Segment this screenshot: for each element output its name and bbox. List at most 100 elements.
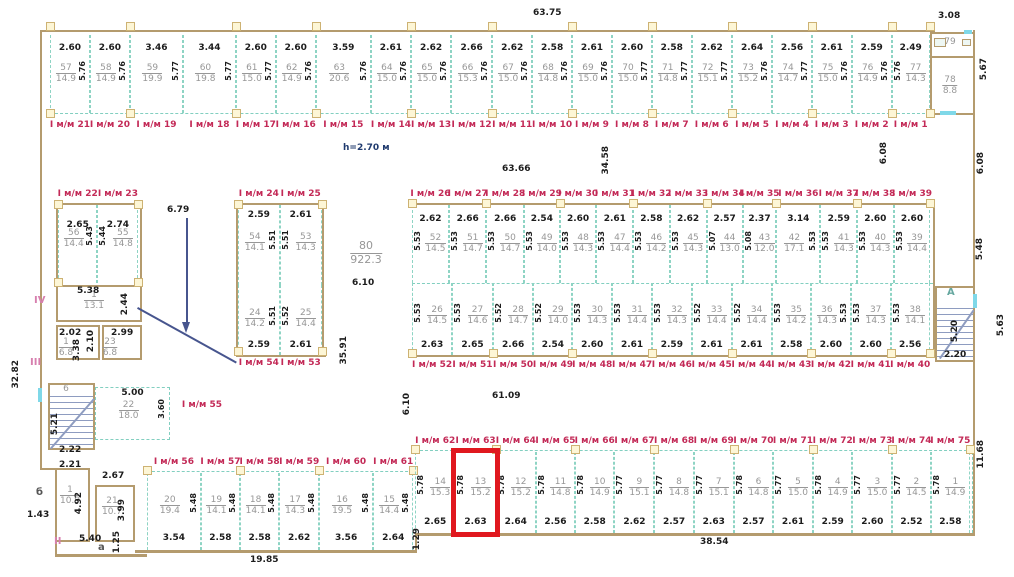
- parking-stall-56[interactable]: [147, 473, 201, 550]
- parking-stall-35[interactable]: [742, 205, 777, 283]
- parking-stall-75[interactable]: [930, 452, 971, 533]
- parking-stall-15[interactable]: [315, 35, 371, 113]
- parking-stall-13[interactable]: [410, 35, 452, 113]
- parking-stall-66[interactable]: [575, 452, 615, 533]
- parking-stall-33[interactable]: [669, 205, 707, 283]
- parking-stall-12[interactable]: [451, 35, 493, 113]
- parking-stall-2[interactable]: [851, 35, 892, 113]
- parking-stall-74[interactable]: [892, 452, 931, 533]
- stall-depth-dim: 5.77: [719, 61, 729, 81]
- parking-stall-72[interactable]: [812, 452, 853, 533]
- parking-stall-3[interactable]: [811, 35, 852, 113]
- parking-stall-67[interactable]: [614, 452, 655, 533]
- parking-stall-58[interactable]: [240, 473, 280, 550]
- parking-stall-68[interactable]: [654, 452, 694, 533]
- room-num-text: 1: [59, 485, 81, 497]
- room-number: 22 18.0: [118, 400, 139, 422]
- parking-stall-51[interactable]: [452, 283, 493, 355]
- parking-stall-29[interactable]: [523, 205, 560, 283]
- parking-stall-44[interactable]: [731, 283, 772, 355]
- parking-stall-55[interactable]: [95, 387, 170, 440]
- parking-stall-5[interactable]: [731, 35, 773, 113]
- parking-stall-52[interactable]: [412, 283, 453, 355]
- parking-stall-14[interactable]: [370, 35, 411, 113]
- stall-width-dim: 5.00: [121, 388, 144, 398]
- parking-stall-42[interactable]: [811, 283, 851, 355]
- parking-stall-36[interactable]: [776, 205, 821, 283]
- room-number: 49 14.0: [536, 233, 557, 255]
- parking-stall-31[interactable]: [596, 205, 634, 283]
- parking-stall-20[interactable]: [89, 35, 130, 113]
- parking-stall-43[interactable]: [771, 283, 812, 355]
- parking-stall-6[interactable]: [691, 35, 732, 113]
- parking-stall-45[interactable]: [691, 283, 732, 355]
- parking-stall-11[interactable]: [492, 35, 533, 113]
- parking-stall-38[interactable]: [856, 205, 894, 283]
- parking-stall-23[interactable]: [97, 205, 139, 283]
- parking-stall-19[interactable]: [129, 35, 183, 113]
- parking-stall-46[interactable]: [652, 283, 692, 355]
- selected-stall-highlight[interactable]: [451, 448, 500, 537]
- stall-label: I м/м 13: [411, 120, 452, 130]
- parking-stall-30[interactable]: [559, 205, 597, 283]
- parking-stall-40[interactable]: [890, 283, 930, 355]
- parking-stall-53[interactable]: [279, 285, 322, 355]
- parking-stall-25[interactable]: [279, 205, 322, 285]
- parking-stall-10[interactable]: [532, 35, 572, 113]
- room-num-text: 60: [195, 63, 216, 75]
- parking-stall-7[interactable]: [651, 35, 692, 113]
- parking-stall-47[interactable]: [612, 283, 653, 355]
- stall-label: I м/м 71: [772, 436, 814, 446]
- parking-stall-9[interactable]: [571, 35, 612, 113]
- parking-stall-71[interactable]: [773, 452, 813, 533]
- window-marker: [964, 30, 972, 34]
- stall-width-dim: 2.66: [460, 43, 483, 53]
- parking-stall-59[interactable]: [279, 473, 320, 550]
- stall-width-dim: 2.64: [382, 533, 405, 543]
- stall-width-dim: 2.62: [676, 214, 700, 224]
- room-num-text: 7: [708, 477, 729, 489]
- parking-stall-57[interactable]: [200, 473, 240, 550]
- parking-stall-61[interactable]: [373, 473, 414, 550]
- dimension-label: 5.48: [975, 238, 985, 261]
- parking-stall-1[interactable]: [891, 35, 930, 113]
- parking-stall-69[interactable]: [693, 452, 734, 533]
- parking-stall-28[interactable]: [486, 205, 524, 283]
- parking-stall-39[interactable]: [893, 205, 931, 283]
- parking-stall-34[interactable]: [706, 205, 743, 283]
- parking-stall-41[interactable]: [850, 283, 891, 355]
- parking-stall-73[interactable]: [852, 452, 893, 533]
- parking-stall-26[interactable]: [412, 205, 449, 283]
- stall-depth-dim: 5.77: [853, 475, 863, 495]
- parking-stall-4[interactable]: [772, 35, 812, 113]
- parking-stall-22[interactable]: [58, 205, 98, 283]
- parking-stall-70[interactable]: [733, 452, 774, 533]
- room-number: 44 13.0: [719, 233, 740, 255]
- parking-stall-49[interactable]: [533, 283, 573, 355]
- parking-stall-60[interactable]: [319, 473, 374, 550]
- stall-label: I м/м 41: [850, 360, 891, 370]
- room-number: 58 14.9: [95, 63, 116, 85]
- parking-stall-24[interactable]: [238, 205, 280, 285]
- room-num-text: 65: [417, 63, 438, 75]
- stall-width-dim: 2.63: [702, 517, 725, 527]
- stall-depth-dim: 5.52: [692, 303, 702, 323]
- stall-width-dim: 2.37: [748, 214, 771, 224]
- parking-stall-21[interactable]: [50, 35, 90, 113]
- parking-stall-65[interactable]: [535, 452, 576, 533]
- room-num-text: 54: [244, 232, 265, 244]
- parking-stall-48[interactable]: [572, 283, 613, 355]
- parking-stall-32[interactable]: [633, 205, 670, 283]
- room-area-text: 14.3: [285, 506, 306, 517]
- stall-width-dim: 2.58: [583, 517, 606, 527]
- parking-stall-37[interactable]: [820, 205, 857, 283]
- parking-stall-17[interactable]: [235, 35, 276, 113]
- parking-stall-8[interactable]: [612, 35, 652, 113]
- stall-depth-dim: 5.77: [893, 475, 903, 495]
- parking-stall-50[interactable]: [492, 283, 534, 355]
- parking-stall-16[interactable]: [275, 35, 316, 113]
- parking-stall-54[interactable]: [238, 285, 280, 355]
- stall-label: I м/м 25: [280, 189, 321, 199]
- parking-stall-18[interactable]: [183, 35, 236, 113]
- parking-stall-27[interactable]: [448, 205, 487, 283]
